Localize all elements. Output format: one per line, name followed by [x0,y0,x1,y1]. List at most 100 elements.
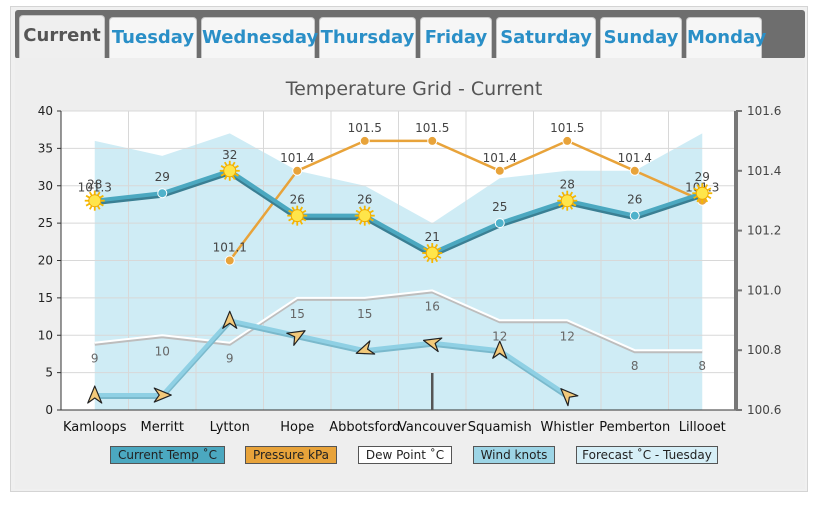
wind-arrow-shape [87,385,103,404]
y-tick-label-left: 40 [38,104,53,118]
pressure-point [359,135,370,146]
current-temp-point [494,218,505,229]
wind-arrow-icon [492,340,508,359]
pressure-point [562,135,573,146]
x-tick-label: Lillooet [679,420,726,435]
tab-friday[interactable]: Friday [420,17,492,59]
sun-ray [231,161,236,167]
legend-pressure[interactable]: Pressure kPa [245,446,337,464]
legend-forecast[interactable]: Forecast ˚C - Tuesday [576,446,718,464]
current-temp-label: 32 [222,148,237,162]
sun-ray [223,161,228,167]
sun-ray [704,184,709,189]
current-temp-label: 28 [87,178,102,192]
tab-monday[interactable]: Monday [686,17,766,59]
y-tick-label-left: 15 [38,291,53,305]
dew-point-label: 15 [290,307,305,321]
y-tick-label-left: 30 [38,179,53,193]
current-temp-label: 29 [695,170,710,184]
wind-arrow-icon [286,330,306,346]
sun-ray [423,255,428,259]
sun-ray [369,217,374,222]
sun-ray [426,257,431,263]
wind-arrow-shape [560,388,579,407]
wind-arrow-shape [355,340,376,355]
sun-ray [99,194,104,199]
sun-disc [358,209,372,223]
legend-wind[interactable]: Wind knots [473,446,555,464]
pressure-label: 101.5 [550,121,584,135]
sun-ray [223,175,228,180]
x-tick-label: Vancouver [398,420,467,435]
tab-saturday[interactable]: Saturday [496,17,596,59]
sun-ray [696,197,701,203]
y-tick-label-left: 20 [38,254,53,268]
sun-icon [287,205,308,226]
sun-ray [234,165,239,169]
sun-ray [706,195,712,200]
sun-disc [290,209,304,223]
current-temp-label: 26 [357,193,372,207]
current-temp-label: 25 [492,200,507,214]
sun-ray [85,194,91,199]
sun-ray [706,187,712,192]
sun-disc [695,186,709,200]
y-tick-label-left: 25 [38,216,53,230]
sun-ray [434,257,439,263]
current-temp-label: 21 [425,230,440,244]
y-tick-label-right: 101.4 [747,164,781,178]
sun-icon [557,190,578,211]
sun-icon [692,183,713,204]
sun-icon [422,243,443,264]
wind-arrow-icon [560,388,579,407]
current-temp-label: 29 [155,170,170,184]
sun-ray [234,173,239,177]
sun-ray [561,191,566,196]
tab-thursday[interactable]: Thursday [319,17,416,59]
x-tick-label: Squamish [468,420,532,435]
dew-point-label: 9 [91,352,99,366]
x-tick-label: Abbotsford [329,420,400,435]
sun-icon [219,160,240,181]
current-temp-point [629,210,640,221]
tab-wednesday[interactable]: Wednesday [201,17,318,59]
sun-ray [355,209,361,214]
pressure-label: 101.5 [348,121,382,135]
pressure-label: 101.5 [415,121,449,135]
sun-ray [291,206,296,211]
sun-ray [358,206,363,211]
pressure-line [228,139,703,262]
x-tick-label: Kamloops [63,420,127,435]
tab-sunday[interactable]: Sunday [600,17,682,59]
sun-ray [291,220,296,225]
sun-ray [220,173,226,177]
dew-point-line [94,289,703,352]
y-tick-label-left: 0 [45,403,53,417]
sun-ray [436,255,442,259]
legend-dew-point[interactable]: Dew Point ˚C [358,446,452,464]
y-tick-label-left: 10 [38,328,53,342]
x-tick-label: Hope [280,420,314,435]
wind-arrow-shape [153,387,172,403]
pressure-label: 101.4 [618,151,652,165]
x-tick-label: Whistler [540,420,594,435]
sun-ray [366,220,371,225]
wind-arrow-icon [422,337,443,353]
sun-ray [231,175,236,180]
sun-ray [88,205,93,210]
pressure-label: 101.4 [483,151,517,165]
dew-point-shadow [94,290,703,354]
dew-point-label: 12 [492,329,507,343]
day-tab-bar: Current Tuesday Wednesday Thursday Frida… [15,10,805,60]
pressure-label: 101.4 [280,151,314,165]
pressure-point [494,165,505,176]
dew-point-label: 10 [155,344,170,358]
pressure-point [629,165,640,176]
tab-current[interactable]: Current [19,15,105,60]
wind-arrow-shape [222,310,238,329]
sun-ray [436,247,442,251]
sun-disc [88,194,102,208]
legend-current-temp[interactable]: Current Temp ˚C [110,446,225,464]
tab-tuesday[interactable]: Tuesday [109,17,197,59]
sun-ray [423,247,428,251]
